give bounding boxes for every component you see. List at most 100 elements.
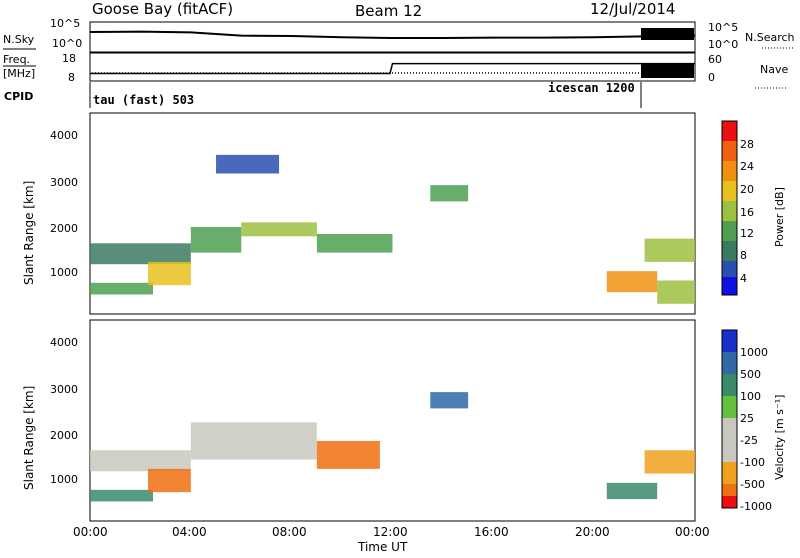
xtick-16: 16:00 [474, 525, 509, 539]
power-region-2 [147, 261, 191, 286]
nsky-tick-bottom: 10^0 [52, 37, 82, 50]
vel-cbar-tick-100: 100 [740, 390, 761, 403]
xtick-24: 00:00 [675, 525, 710, 539]
power-region-3 [190, 226, 242, 253]
vel-color-3 [722, 374, 737, 396]
power-region-8 [606, 271, 658, 293]
xtick-20: 20:00 [575, 525, 610, 539]
power-ytick-3000: 3000 [50, 176, 78, 189]
nsky-series-line [89, 30, 696, 39]
power-region-6 [216, 154, 280, 174]
power-region-0 [90, 243, 191, 265]
power-cbar-tick-24: 24 [740, 160, 754, 173]
nsky-label: N.Sky [3, 33, 35, 46]
power-color-5 [722, 201, 737, 221]
vel-color-4 [722, 396, 737, 418]
velocity-colorbar-frame [721, 329, 738, 509]
date-title: 12/Jul/2014 [590, 0, 675, 18]
power-region-1 [90, 282, 154, 295]
power-region-9 [644, 238, 695, 262]
power-colorbar: 28 24 20 16 12 8 4 Power [dB] [721, 120, 786, 296]
vel-color-2 [722, 352, 737, 374]
power-color-1 [722, 277, 737, 295]
x-axis: 00:00 04:00 08:00 12:00 16:00 20:00 00:0… [73, 525, 710, 554]
velocity-region-2 [147, 468, 191, 493]
power-region-4 [241, 222, 317, 237]
velocity-ylabel: Slant Range [km] [22, 386, 36, 490]
vel-color-6 [722, 440, 737, 462]
velocity-ytick-4000: 4000 [50, 336, 78, 349]
power-colorbar-frame [721, 120, 738, 296]
power-cbar-tick-12: 12 [740, 227, 754, 240]
velocity-ytick-3000: 3000 [50, 383, 78, 396]
power-ylabel: Slant Range [km] [22, 181, 36, 285]
velocity-region-5 [430, 392, 469, 409]
power-cbar-tick-8: 8 [740, 249, 747, 262]
freq-series-line [90, 62, 695, 75]
vel-cbar-tick-25: 25 [740, 412, 754, 425]
velocity-region-6 [606, 482, 658, 500]
freq-tick-bottom: 8 [68, 71, 75, 84]
power-color-8 [722, 141, 737, 161]
power-ytick-2000: 2000 [50, 222, 78, 235]
station-title: Goose Bay (fitACF) [92, 0, 233, 18]
power-panel: Slant Range [km] 4000 3000 2000 1000 [22, 112, 696, 315]
power-region-5 [316, 233, 393, 253]
power-color-9 [722, 121, 737, 141]
velocity-region-0 [90, 450, 191, 472]
beam-title: Beam 12 [355, 2, 422, 20]
xtick-12: 12:00 [373, 525, 408, 539]
freq-strip-frame [89, 52, 696, 82]
nsky-tick-top: 10^5 [50, 17, 80, 30]
vel-cbar-tick-neg25: -25 [740, 434, 758, 447]
power-color-7 [722, 161, 737, 181]
power-color-2 [722, 261, 737, 277]
power-cbar-label: Power [dB] [773, 187, 786, 247]
vel-color-7 [722, 462, 737, 484]
velocity-panel: Slant Range [km] 4000 3000 2000 1000 [22, 319, 696, 522]
vel-color-8 [722, 484, 737, 496]
freq-label-line1: Freq. [3, 53, 30, 66]
cpid-label: CPID [4, 90, 33, 103]
vel-cbar-tick-500: 500 [740, 368, 761, 381]
power-region-10 [657, 280, 695, 304]
nave-tick-bottom: 0 [708, 71, 715, 84]
xtick-08: 08:00 [272, 525, 307, 539]
nave-label: Nave [760, 63, 788, 76]
vel-color-1 [722, 330, 737, 352]
velocity-cbar-label: Velocity [m s⁻¹] [773, 395, 786, 480]
xtick-04: 04:00 [172, 525, 207, 539]
freq-tick-top: 18 [62, 52, 76, 65]
vel-cbar-tick-neg100: -100 [740, 456, 765, 469]
freq-label-line2: [MHz] [3, 67, 35, 80]
velocity-region-7 [644, 450, 695, 474]
x-axis-label: Time UT [357, 540, 408, 554]
velocity-region-1 [90, 489, 154, 502]
xtick-00: 00:00 [73, 525, 108, 539]
nsky-strip-frame [89, 21, 696, 53]
nsearch-tick-bottom: 10^0 [708, 38, 738, 51]
nave-burst [641, 63, 694, 78]
nsearch-label: N.Search [745, 31, 795, 44]
velocity-ytick-2000: 2000 [50, 429, 78, 442]
power-ytick-4000: 4000 [50, 129, 78, 142]
velocity-ytick-1000: 1000 [50, 473, 78, 486]
velocity-region-3 [190, 422, 317, 460]
vel-cbar-tick-neg1000: -1000 [740, 500, 772, 513]
nsearch-burst [641, 28, 694, 40]
cpid-mode-1: tau (fast) 503 [93, 93, 194, 107]
vel-color-5 [722, 418, 737, 440]
power-cbar-tick-20: 20 [740, 183, 754, 196]
nave-tick-top: 60 [708, 53, 722, 66]
power-ytick-1000: 1000 [50, 266, 78, 279]
power-color-3 [722, 241, 737, 261]
power-cbar-tick-4: 4 [740, 272, 747, 285]
velocity-region-4 [316, 440, 380, 469]
velocity-colorbar: 1000 500 100 25 -25 -100 -500 -1000 Velo… [721, 329, 786, 513]
power-cbar-tick-16: 16 [740, 206, 754, 219]
nsearch-tick-top: 10^5 [708, 21, 738, 34]
vel-color-9 [722, 496, 737, 508]
vel-cbar-tick-1000: 1000 [740, 346, 768, 359]
